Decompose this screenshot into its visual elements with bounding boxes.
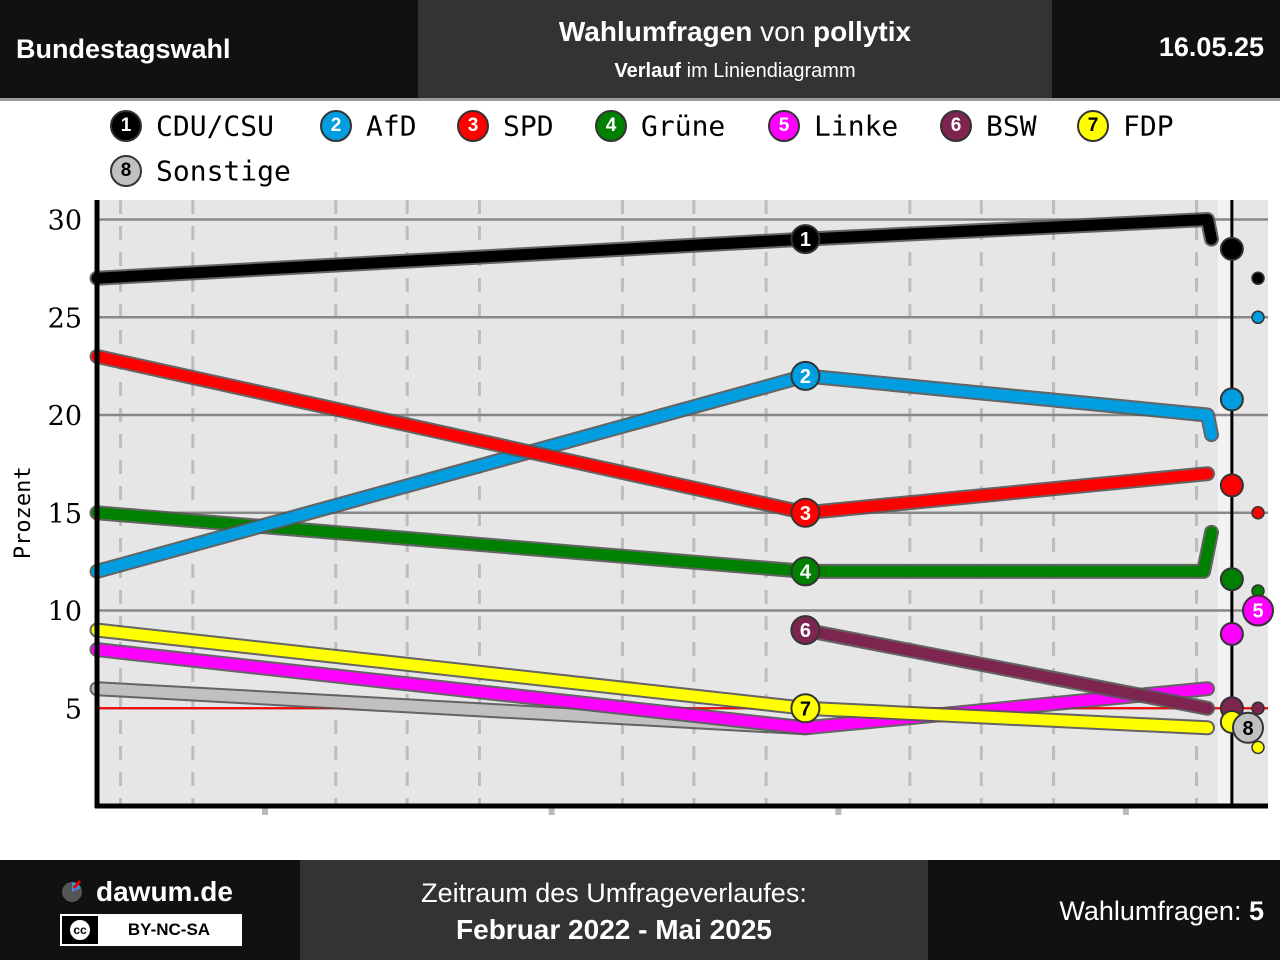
legend-item-1[interactable]: 1 CDU/CSU	[110, 108, 274, 144]
current-value-marker-3	[1219, 473, 1244, 498]
y-tick-label: 15	[48, 499, 82, 530]
prev-election-badge-8	[1232, 711, 1264, 744]
series-badge-6	[790, 615, 821, 646]
series-gr-ne	[89, 505, 1219, 579]
prev-election-marker-7	[1251, 740, 1265, 755]
creative-commons-icon: cc	[68, 918, 92, 942]
series-badge-2	[790, 360, 821, 391]
series-cdu-csu	[89, 212, 1219, 286]
period-label: Zeitraum des Umfrageverlaufes:	[421, 878, 807, 908]
legend-label: CDU/CSU	[156, 109, 275, 143]
series-badge-3	[790, 497, 821, 528]
legend-badge: 4	[595, 110, 627, 142]
legend-label: SPD	[503, 109, 554, 143]
legend-badge: 7	[1077, 110, 1109, 142]
current-date-band	[1217, 200, 1232, 806]
election-name: Bundestagswahl	[16, 34, 231, 64]
header-title-panel: Wahlumfragen von pollytix Verlauf im Lin…	[418, 0, 1052, 98]
series-badge-1	[790, 224, 821, 255]
prev-election-badge-5	[1242, 594, 1274, 627]
license-badge[interactable]: cc BY-NC-SA	[60, 914, 242, 946]
chart-subtitle: Verlauf im Liniendiagramm	[614, 60, 856, 82]
legend-label: Linke	[814, 109, 899, 143]
poll-count: Wahlumfragen: 5	[1059, 896, 1264, 926]
prev-election-marker-3	[1251, 506, 1265, 520]
line-chart: 12346758302520151052022202320242025Proze…	[11, 200, 1274, 815]
series-line	[91, 214, 1217, 284]
series-line	[91, 644, 1213, 734]
prev-election-badge-label: 5	[1252, 601, 1263, 623]
series-afd	[89, 368, 1219, 579]
legend-item-2[interactable]: 2 AfD	[320, 108, 417, 144]
prev-election-marker-6	[1251, 701, 1265, 716]
current-value-marker-2	[1219, 387, 1244, 412]
prev-election-marker-1	[1251, 271, 1265, 285]
series-badge-label: 7	[800, 698, 811, 720]
legend-label: BSW	[986, 109, 1037, 143]
series-badge-4	[790, 556, 821, 587]
license-text: BY-NC-SA	[98, 916, 240, 944]
legend-badge: 1	[110, 110, 142, 142]
series-linke	[89, 642, 1215, 736]
pie-logo-icon	[62, 880, 82, 902]
y-tick-label: 10	[48, 597, 82, 628]
legend-item-6[interactable]: 6 BSW	[940, 108, 1037, 144]
legend-item-5[interactable]: 5 Linke	[768, 108, 898, 144]
legend-item-3[interactable]: 3 SPD	[457, 108, 554, 144]
legend-label: FDP	[1123, 109, 1174, 143]
legend-badge: 6	[940, 110, 972, 142]
legend-badge: 3	[457, 110, 489, 142]
y-tick-label: 30	[48, 206, 82, 237]
series-line	[799, 624, 1213, 714]
series-badge-label: 3	[800, 503, 811, 525]
header-divider	[0, 98, 1280, 101]
legend-item-7[interactable]: 7 FDP	[1077, 108, 1174, 144]
series-line	[91, 370, 1217, 577]
legend-badge: 2	[320, 110, 352, 142]
header-date: 16.05.25	[1158, 32, 1264, 62]
current-value-marker-4	[1219, 567, 1244, 592]
prev-election-marker-2	[1251, 310, 1265, 325]
series-badge-label: 1	[800, 229, 811, 251]
legend-label: AfD	[366, 109, 417, 143]
series-badge-label: 2	[800, 366, 811, 388]
legend-badge: 8	[110, 155, 142, 187]
header-bar: Bundestagswahl Wahlumfragen von pollytix…	[0, 0, 1280, 98]
y-tick-label: 5	[65, 694, 82, 725]
current-value-marker-5	[1219, 621, 1244, 646]
legend-label: Sonstige	[156, 154, 291, 188]
y-tick-label: 20	[48, 401, 82, 432]
legend-item-4[interactable]: 4 Grüne	[595, 108, 725, 144]
y-tick-label: 25	[48, 303, 82, 334]
footer-period-panel: Zeitraum des Umfrageverlaufes: Februar 2…	[300, 860, 928, 960]
series-line	[91, 507, 1217, 577]
current-value-marker-1	[1219, 236, 1244, 261]
series-badge-7	[790, 693, 821, 724]
prev-election-badge-label: 8	[1242, 718, 1253, 740]
series-badge-label: 6	[800, 620, 811, 642]
brand-name: dawum.de	[96, 876, 233, 907]
chart-title: Wahlumfragen von pollytix	[558, 16, 912, 47]
legend-item-8[interactable]: 8 Sonstige	[110, 153, 291, 189]
legend-badge: 5	[768, 110, 800, 142]
footer-bar: dawum.de cc BY-NC-SA Zeitraum des Umfrag…	[0, 860, 1280, 960]
legend-label: Grüne	[641, 109, 726, 143]
series-bsw	[797, 622, 1215, 716]
period-value: Februar 2022 - Mai 2025	[456, 914, 772, 945]
y-axis-label: Prozent	[11, 466, 36, 559]
series-badge-label: 4	[800, 561, 812, 583]
